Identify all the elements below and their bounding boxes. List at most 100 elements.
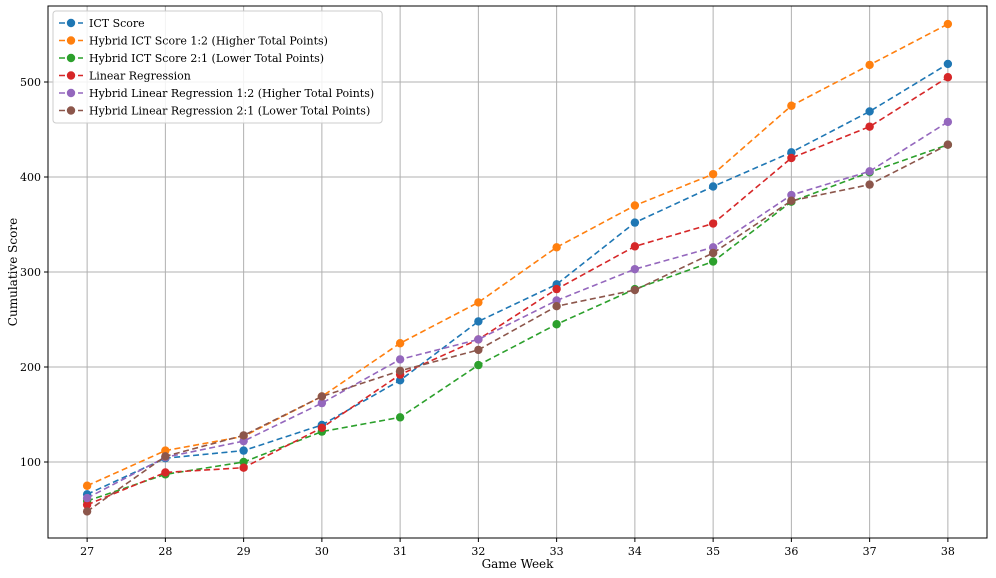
y-tick-label: 100 xyxy=(20,456,41,469)
data-point xyxy=(552,320,561,329)
data-point xyxy=(552,243,561,252)
x-axis-ticks: 27 28 29 30 31 32 33 34 35 36 37 38 xyxy=(80,538,955,558)
legend-item: Hybrid Linear Regression 2:1 (Lower Tota… xyxy=(59,105,370,118)
legend-marker xyxy=(66,106,76,115)
data-point xyxy=(552,302,561,311)
data-point xyxy=(630,242,640,251)
data-point xyxy=(943,117,953,127)
series-line xyxy=(86,121,949,499)
legend-label: Hybrid ICT Score 1:2 (Higher Total Point… xyxy=(89,35,328,48)
data-point xyxy=(708,257,718,266)
series-layer xyxy=(82,19,953,516)
data-point xyxy=(474,345,483,355)
data-point xyxy=(630,201,640,210)
data-point xyxy=(708,248,718,258)
data-point xyxy=(630,285,640,295)
data-point xyxy=(82,493,92,503)
legend-label: Hybrid Linear Regression 1:2 (Higher Tot… xyxy=(89,87,374,100)
series-line xyxy=(86,76,949,506)
data-point xyxy=(474,360,483,370)
data-point xyxy=(474,335,483,344)
x-tick-label: 27 xyxy=(80,545,94,558)
data-point xyxy=(943,140,953,149)
x-tick-label: 34 xyxy=(628,545,642,558)
series-line xyxy=(86,143,949,502)
x-tick-label: 29 xyxy=(237,545,251,558)
data-point xyxy=(317,392,327,401)
data-point xyxy=(865,180,874,189)
data-point xyxy=(82,481,92,490)
data-point xyxy=(943,19,953,29)
data-point xyxy=(630,218,640,227)
y-tick-label: 500 xyxy=(20,76,41,89)
data-point xyxy=(630,264,640,274)
data-point xyxy=(395,339,405,348)
data-point xyxy=(708,169,718,179)
data-point xyxy=(395,355,405,364)
legend-item: Hybrid ICT Score 2:1 (Lower Total Points… xyxy=(59,52,324,65)
x-axis-label: Game Week xyxy=(482,557,555,571)
data-point xyxy=(787,101,796,110)
grid-lines xyxy=(48,6,987,538)
y-axis-label: Cumulative Score xyxy=(6,218,20,326)
x-tick-label: 38 xyxy=(941,545,955,558)
legend: ICT Score Hybrid ICT Score 1:2 (Higher To… xyxy=(52,10,383,124)
data-point xyxy=(395,366,405,375)
legend-item: Hybrid ICT Score 1:2 (Higher Total Point… xyxy=(59,35,328,48)
data-point xyxy=(552,284,561,294)
data-point xyxy=(474,317,483,326)
x-tick-label: 37 xyxy=(863,545,877,558)
x-tick-label: 33 xyxy=(550,545,564,558)
data-point xyxy=(317,398,327,408)
y-axis-ticks: 100 200 300 400 500 xyxy=(20,76,48,469)
series-4 xyxy=(82,117,953,503)
legend-box xyxy=(52,10,383,124)
y-tick-label: 300 xyxy=(20,266,41,279)
legend-marker xyxy=(66,71,76,80)
data-point xyxy=(317,423,327,432)
legend-item: Hybrid Linear Regression 1:2 (Higher Tot… xyxy=(59,87,374,100)
data-point xyxy=(787,196,796,205)
x-tick-label: 32 xyxy=(471,545,485,558)
data-point xyxy=(395,413,405,422)
legend-marker xyxy=(66,18,76,28)
legend-label: Hybrid ICT Score 2:1 (Lower Total Points… xyxy=(89,52,324,65)
legend-item: ICT Score xyxy=(59,17,145,30)
data-point xyxy=(161,452,170,461)
x-tick-label: 31 xyxy=(393,545,407,558)
data-point xyxy=(708,219,718,228)
x-tick-label: 36 xyxy=(784,545,798,558)
data-point xyxy=(474,298,483,307)
data-point xyxy=(787,153,796,163)
legend-marker xyxy=(66,36,76,45)
data-point xyxy=(865,107,874,116)
series-5 xyxy=(82,140,953,516)
data-point xyxy=(943,59,953,69)
data-point xyxy=(943,73,953,82)
legend-label: Hybrid Linear Regression 2:1 (Lower Tota… xyxy=(89,105,370,118)
x-tick-label: 30 xyxy=(315,545,329,558)
data-point xyxy=(239,431,248,440)
data-point xyxy=(865,60,874,70)
legend-label: ICT Score xyxy=(89,17,145,30)
legend-marker xyxy=(66,88,76,98)
data-point xyxy=(239,463,248,472)
y-tick-label: 400 xyxy=(20,171,41,184)
data-point xyxy=(82,507,92,516)
data-point xyxy=(865,122,874,131)
y-tick-label: 200 xyxy=(20,361,41,374)
data-point xyxy=(239,446,248,455)
x-tick-label: 28 xyxy=(158,545,172,558)
series-0 xyxy=(82,59,953,499)
data-point xyxy=(82,500,92,509)
data-point xyxy=(865,167,874,176)
series-line xyxy=(86,143,949,513)
x-tick-label: 35 xyxy=(706,545,720,558)
legend-item: Linear Regression xyxy=(59,70,191,83)
data-point xyxy=(708,182,718,191)
legend-label: Linear Regression xyxy=(89,70,191,83)
series-line xyxy=(86,63,949,496)
legend-marker xyxy=(66,53,76,63)
data-point xyxy=(161,468,170,477)
